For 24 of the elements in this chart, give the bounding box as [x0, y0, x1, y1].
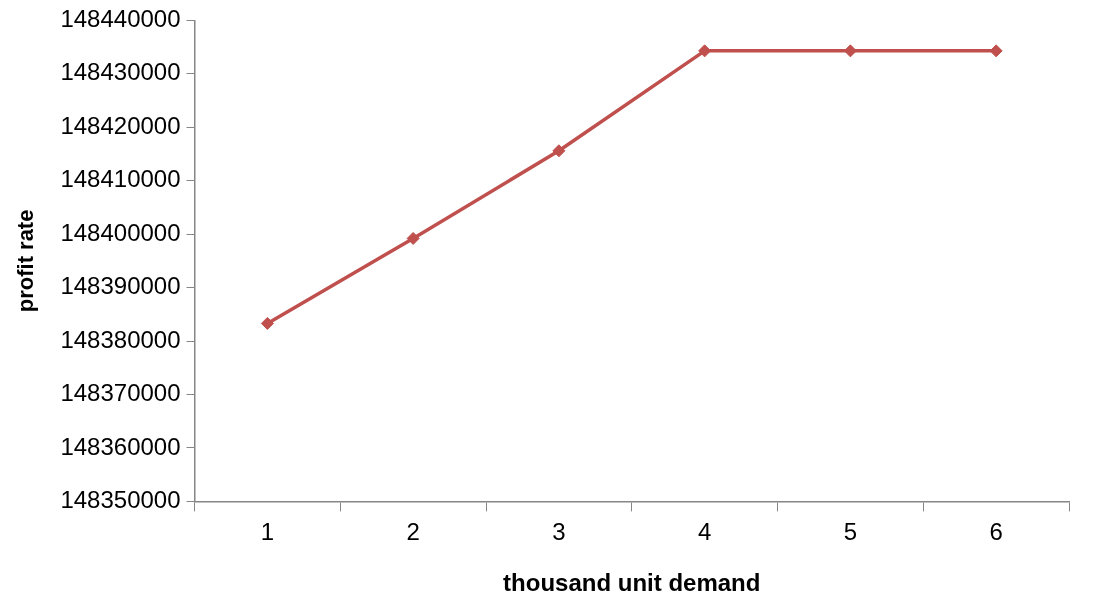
y-tick-label: 148380000	[60, 325, 181, 353]
point	[989, 44, 1003, 58]
y-tick-label: 148370000	[60, 379, 181, 407]
y-axis-title: profit rate	[13, 209, 39, 313]
y-tick-label: 148350000	[60, 486, 181, 514]
y-tick-label: 148400000	[60, 218, 181, 246]
point	[698, 44, 712, 58]
x-tick-label: 3	[552, 518, 566, 546]
y-tick-label: 148430000	[60, 58, 181, 86]
y-tick-label: 148360000	[60, 432, 181, 460]
y-tick-label: 148440000	[60, 5, 181, 33]
x-tick-label: 6	[989, 518, 1003, 546]
point	[552, 144, 566, 158]
point	[260, 316, 274, 330]
point	[406, 231, 420, 245]
point	[843, 44, 857, 58]
x-tick-label: 2	[406, 518, 420, 546]
y-tick-label: 148390000	[60, 272, 181, 300]
x-axis-title: thousand unit demand	[503, 569, 761, 597]
x-tick-label: 4	[697, 518, 712, 546]
x-tick-label: 1	[260, 518, 275, 546]
x-tick-label: 5	[843, 518, 858, 546]
y-tick-label: 148410000	[60, 165, 181, 193]
y-tick-label: 148420000	[60, 111, 181, 139]
